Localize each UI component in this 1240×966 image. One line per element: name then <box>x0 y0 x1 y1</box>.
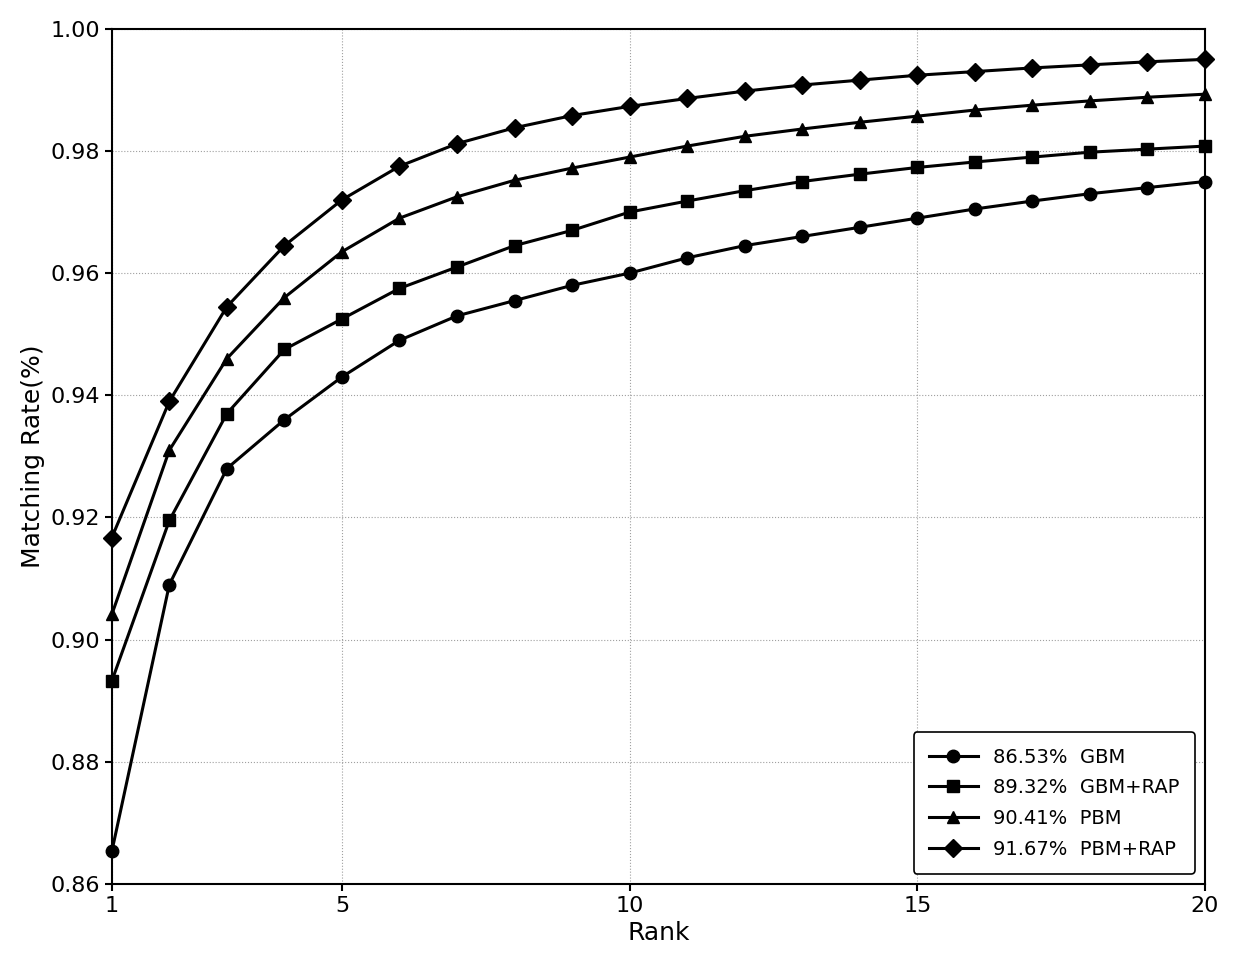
89.32%  GBM+RAP <box>910 161 925 173</box>
91.67%  PBM+RAP <box>1083 59 1097 71</box>
89.32%  GBM+RAP <box>738 185 753 196</box>
91.67%  PBM+RAP <box>564 110 579 122</box>
86.53%  GBM <box>392 334 407 346</box>
90.41%  PBM <box>1083 95 1097 106</box>
91.67%  PBM+RAP <box>1025 62 1040 73</box>
91.67%  PBM+RAP <box>680 93 694 104</box>
86.53%  GBM <box>507 295 522 306</box>
Y-axis label: Matching Rate(%): Matching Rate(%) <box>21 345 45 568</box>
86.53%  GBM <box>795 231 810 242</box>
91.67%  PBM+RAP <box>162 395 177 407</box>
90.41%  PBM <box>507 175 522 186</box>
91.67%  PBM+RAP <box>622 100 637 112</box>
91.67%  PBM+RAP <box>450 138 465 150</box>
86.53%  GBM <box>277 413 291 425</box>
89.32%  GBM+RAP <box>852 168 867 180</box>
Line: 91.67%  PBM+RAP: 91.67% PBM+RAP <box>105 53 1211 544</box>
89.32%  GBM+RAP <box>104 675 119 687</box>
90.41%  PBM <box>795 124 810 135</box>
90.41%  PBM <box>104 609 119 620</box>
86.53%  GBM <box>104 845 119 857</box>
90.41%  PBM <box>162 444 177 456</box>
90.41%  PBM <box>738 130 753 142</box>
90.41%  PBM <box>335 246 350 258</box>
90.41%  PBM <box>1140 92 1154 103</box>
89.32%  GBM+RAP <box>162 515 177 526</box>
86.53%  GBM <box>1140 182 1154 193</box>
86.53%  GBM <box>967 203 982 214</box>
86.53%  GBM <box>738 240 753 251</box>
89.32%  GBM+RAP <box>392 283 407 295</box>
86.53%  GBM <box>162 579 177 590</box>
89.32%  GBM+RAP <box>335 313 350 325</box>
91.67%  PBM+RAP <box>335 194 350 206</box>
Legend: 86.53%  GBM, 89.32%  GBM+RAP, 90.41%  PBM, 91.67%  PBM+RAP: 86.53% GBM, 89.32% GBM+RAP, 90.41% PBM, … <box>914 732 1195 874</box>
90.41%  PBM <box>1025 99 1040 111</box>
86.53%  GBM <box>219 463 234 474</box>
86.53%  GBM <box>680 252 694 264</box>
Line: 86.53%  GBM: 86.53% GBM <box>105 175 1211 858</box>
89.32%  GBM+RAP <box>1198 140 1213 152</box>
Line: 90.41%  PBM: 90.41% PBM <box>105 88 1211 621</box>
89.32%  GBM+RAP <box>795 176 810 187</box>
90.41%  PBM <box>622 152 637 163</box>
91.67%  PBM+RAP <box>219 300 234 312</box>
91.67%  PBM+RAP <box>1198 53 1213 65</box>
89.32%  GBM+RAP <box>967 156 982 168</box>
86.53%  GBM <box>1083 188 1097 200</box>
86.53%  GBM <box>1025 195 1040 207</box>
91.67%  PBM+RAP <box>795 79 810 91</box>
91.67%  PBM+RAP <box>277 240 291 251</box>
89.32%  GBM+RAP <box>1140 143 1154 155</box>
90.41%  PBM <box>277 292 291 303</box>
86.53%  GBM <box>1198 176 1213 187</box>
91.67%  PBM+RAP <box>104 531 119 543</box>
89.32%  GBM+RAP <box>564 224 579 236</box>
86.53%  GBM <box>450 310 465 322</box>
86.53%  GBM <box>564 279 579 291</box>
90.41%  PBM <box>910 110 925 122</box>
89.32%  GBM+RAP <box>219 408 234 419</box>
X-axis label: Rank: Rank <box>627 922 689 945</box>
89.32%  GBM+RAP <box>1083 147 1097 158</box>
90.41%  PBM <box>392 213 407 224</box>
91.67%  PBM+RAP <box>392 160 407 172</box>
91.67%  PBM+RAP <box>507 122 522 133</box>
Line: 89.32%  GBM+RAP: 89.32% GBM+RAP <box>105 140 1211 687</box>
86.53%  GBM <box>910 213 925 224</box>
90.41%  PBM <box>1198 88 1213 99</box>
90.41%  PBM <box>852 117 867 128</box>
91.67%  PBM+RAP <box>1140 56 1154 68</box>
89.32%  GBM+RAP <box>680 195 694 207</box>
91.67%  PBM+RAP <box>910 70 925 81</box>
86.53%  GBM <box>622 268 637 279</box>
91.67%  PBM+RAP <box>738 85 753 97</box>
90.41%  PBM <box>680 140 694 152</box>
89.32%  GBM+RAP <box>277 344 291 355</box>
86.53%  GBM <box>335 371 350 383</box>
91.67%  PBM+RAP <box>852 74 867 86</box>
90.41%  PBM <box>219 353 234 364</box>
90.41%  PBM <box>967 104 982 116</box>
90.41%  PBM <box>564 162 579 174</box>
89.32%  GBM+RAP <box>622 207 637 218</box>
89.32%  GBM+RAP <box>1025 152 1040 163</box>
89.32%  GBM+RAP <box>450 261 465 272</box>
89.32%  GBM+RAP <box>507 240 522 251</box>
91.67%  PBM+RAP <box>967 66 982 77</box>
90.41%  PBM <box>450 191 465 203</box>
86.53%  GBM <box>852 221 867 233</box>
